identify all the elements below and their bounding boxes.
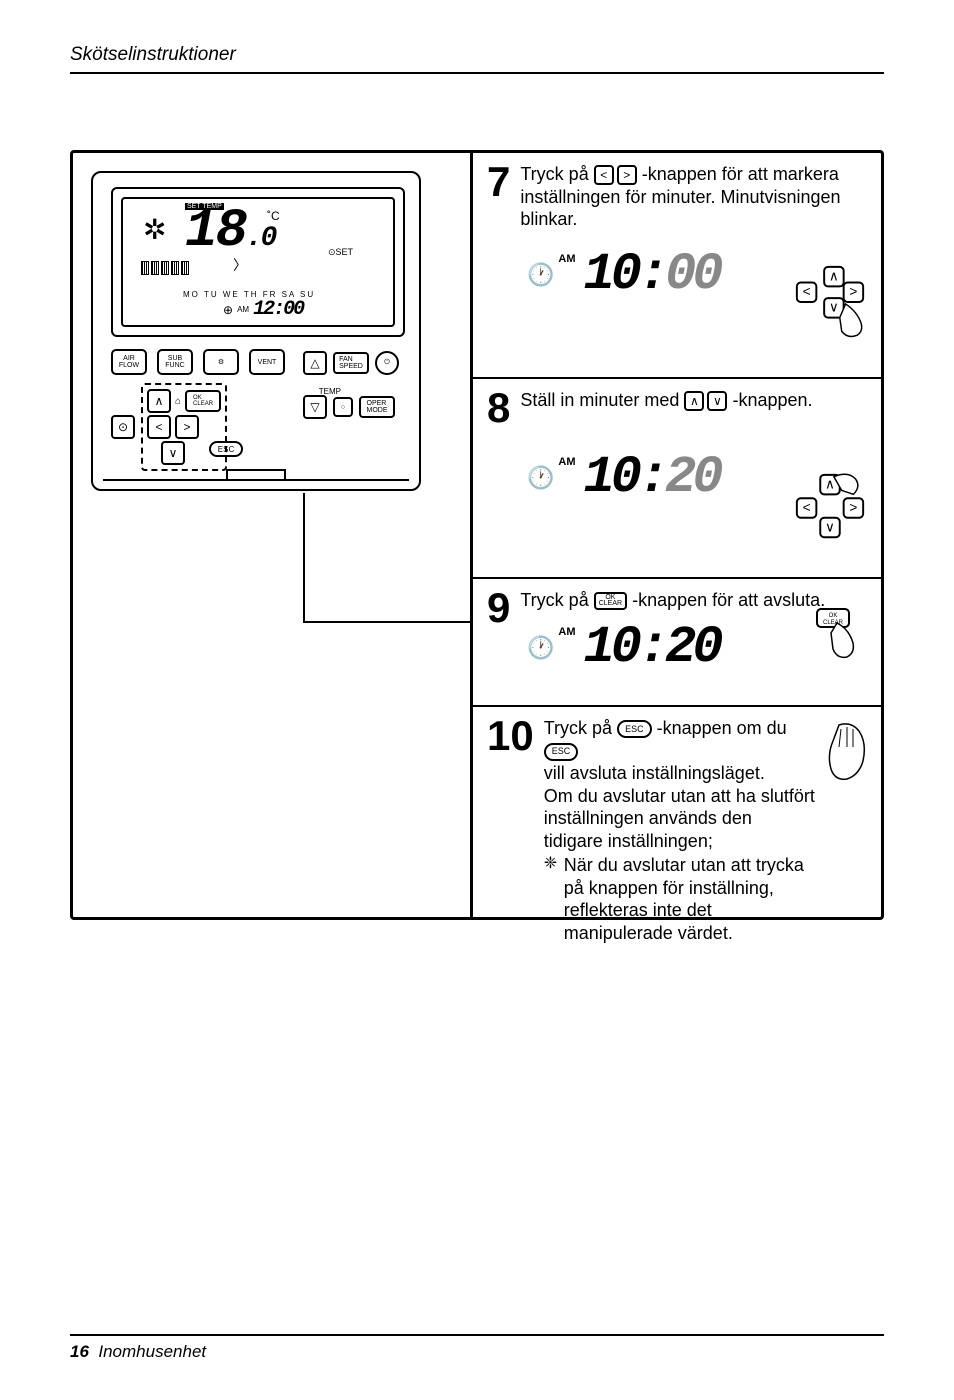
remote-outline: ✲ SET TEMP 18.0 ˚C 〉 ⊙SET MO TU WE TH FR… xyxy=(91,171,421,491)
svg-text:<: < xyxy=(803,284,811,299)
hand-press-icon: OK CLEAR xyxy=(809,603,869,663)
step-10-text-d: Om du avslutar utan att ha slutfört inst… xyxy=(544,786,815,851)
svg-text:>: > xyxy=(849,500,857,515)
clock-icon: ⊕ xyxy=(223,303,233,317)
temp-value: 18.0 xyxy=(185,201,275,262)
footer-label: Inomhusenhet xyxy=(98,1342,206,1361)
instruction-panel: ✲ SET TEMP 18.0 ˚C 〉 ⊙SET MO TU WE TH FR… xyxy=(70,150,884,920)
hand-press-icon: < ∧ ∨ > xyxy=(791,263,869,341)
fan-speed-button: FAN SPEED xyxy=(333,352,369,374)
am-label: AM xyxy=(558,456,575,468)
fan-bars xyxy=(141,261,189,275)
step-10-text: Tryck på ESC -knappen om du ESC vill avs… xyxy=(544,717,865,944)
lcd-time-value: 12:00 xyxy=(253,298,303,321)
step-8-text-b: -knappen. xyxy=(732,390,812,410)
set-indicator: ⊙SET xyxy=(328,247,353,258)
base-line xyxy=(103,479,409,481)
hand-press-icon: < ∧ ∨ > xyxy=(791,469,869,547)
ok-clear-key-icon: OKCLEAR xyxy=(594,592,627,610)
header-title: Skötselinstruktioner xyxy=(70,44,884,66)
esc-button: ESC xyxy=(209,441,243,457)
bullet-icon: ❈ xyxy=(544,854,564,944)
button-row-1: AIR FLOW SUB FUNC ⚙ VENT xyxy=(111,349,285,375)
step-10-number: 10 xyxy=(487,717,534,755)
remote-control-diagram: ✲ SET TEMP 18.0 ˚C 〉 ⊙SET MO TU WE TH FR… xyxy=(91,171,421,491)
step-7: 7 Tryck på <> -knappen för att markera i… xyxy=(473,153,881,377)
lcd-time: ⊕ AM 12:00 xyxy=(223,298,303,321)
step-9-time: 10:20 xyxy=(584,622,720,674)
snowflake-icon: ✲ xyxy=(143,213,166,246)
indicator-button: ○ xyxy=(333,397,353,417)
step-8-text-a: Ställ in minuter med xyxy=(520,390,684,410)
step-8-text: Ställ in minuter med ∧∨ -knappen. xyxy=(520,389,865,412)
svg-text:∨: ∨ xyxy=(825,519,835,534)
step-8-number: 8 xyxy=(487,389,510,427)
svg-text:∧: ∧ xyxy=(829,269,839,284)
base-tab xyxy=(226,469,286,479)
svg-text:>: > xyxy=(849,284,857,299)
svg-text:∨: ∨ xyxy=(829,300,839,315)
hand-press-icon xyxy=(819,717,875,787)
step-8-time: 10:20 xyxy=(584,452,720,504)
step-9-number: 9 xyxy=(487,589,510,627)
esc-key-icon: ESC xyxy=(617,720,652,738)
am-label: AM xyxy=(558,253,575,265)
svg-text:<: < xyxy=(803,500,811,515)
am-label: AM xyxy=(237,305,249,314)
step-7-text: Tryck på <> -knappen för att markera ins… xyxy=(520,163,865,231)
page-header: Skötselinstruktioner xyxy=(0,0,954,74)
up-triangle-button: △ xyxy=(303,351,327,375)
main-left-buttons: ⊙ ∧ ⌂ OK CLEAR < > ∨ xyxy=(111,383,227,471)
clock-icon: 🕐 xyxy=(527,635,554,661)
footer-text: 16 Inomhusenhet xyxy=(70,1342,884,1362)
step-10-text-a: Tryck på xyxy=(544,718,617,738)
power-button: ⏻ xyxy=(375,351,399,375)
timer-button: ⊙ xyxy=(111,415,135,439)
clock-icon: 🕐 xyxy=(527,465,554,491)
step-10-text-e: När du avslutar utan att trycka på knapp… xyxy=(564,854,815,944)
clock-icon: 🕐 xyxy=(527,262,554,288)
lcd-screen: ✲ SET TEMP 18.0 ˚C 〉 ⊙SET MO TU WE TH FR… xyxy=(111,187,405,337)
step-10-text-c: vill avsluta inställningsläget. xyxy=(544,763,765,783)
left-right-keys-icon: <> xyxy=(594,165,637,185)
step-7-text-a: Tryck på xyxy=(520,164,593,184)
down-button: ∨ xyxy=(161,441,185,465)
settings-button: ⚙ xyxy=(203,349,239,375)
step-9: 9 Tryck på OKCLEAR -knappen för att avsl… xyxy=(473,577,881,705)
vent-button: VENT xyxy=(249,349,285,375)
up-down-keys-icon: ∧∨ xyxy=(684,391,727,411)
header-rule xyxy=(70,72,884,74)
up-button: ∧ xyxy=(147,389,171,413)
esc-key-icon-2: ESC xyxy=(544,743,579,761)
right-button: > xyxy=(175,415,199,439)
page-number: 16 xyxy=(70,1342,89,1361)
ok-clear-button: OK CLEAR xyxy=(185,390,221,412)
step-10: 10 Tryck på ESC -knappen om du ESC vill … xyxy=(473,705,881,920)
step-10-bullet: ❈ När du avslutar utan att trycka på kna… xyxy=(544,854,815,944)
highlighted-buttons: ∧ ⌂ OK CLEAR < > ∨ xyxy=(141,383,227,471)
connector-line xyxy=(303,493,471,623)
oper-mode-button: OPER MODE xyxy=(359,396,395,418)
page-footer: 16 Inomhusenhet xyxy=(70,1334,884,1362)
step-8: 8 Ställ in minuter med ∧∨ -knappen. 🕐 AM… xyxy=(473,377,881,577)
lock-icon: ⌂ xyxy=(175,396,181,407)
svg-text:∧: ∧ xyxy=(825,477,835,492)
step-7-time: 10:00 xyxy=(584,249,720,301)
button-column-right: △ FAN SPEED ⏻ ▽ ○ OPER MODE xyxy=(303,351,399,419)
down-triangle-button: ▽ xyxy=(303,395,327,419)
step-7-number: 7 xyxy=(487,163,510,201)
left-button: < xyxy=(147,415,171,439)
step-9-text-a: Tryck på xyxy=(520,590,593,610)
step-9-text-b: -knappen för att avsluta. xyxy=(632,590,825,610)
step-10-text-b: -knappen om du xyxy=(657,718,787,738)
air-flow-button: AIR FLOW xyxy=(111,349,147,375)
am-label: AM xyxy=(558,626,575,638)
arrow-icon: 〉 xyxy=(233,255,247,275)
sub-func-button: SUB FUNC xyxy=(157,349,193,375)
temp-unit: ˚C xyxy=(267,209,280,223)
footer-rule xyxy=(70,1334,884,1336)
lcd-inner: ✲ SET TEMP 18.0 ˚C 〉 ⊙SET MO TU WE TH FR… xyxy=(121,197,395,327)
svg-text:OK: OK xyxy=(829,613,838,619)
